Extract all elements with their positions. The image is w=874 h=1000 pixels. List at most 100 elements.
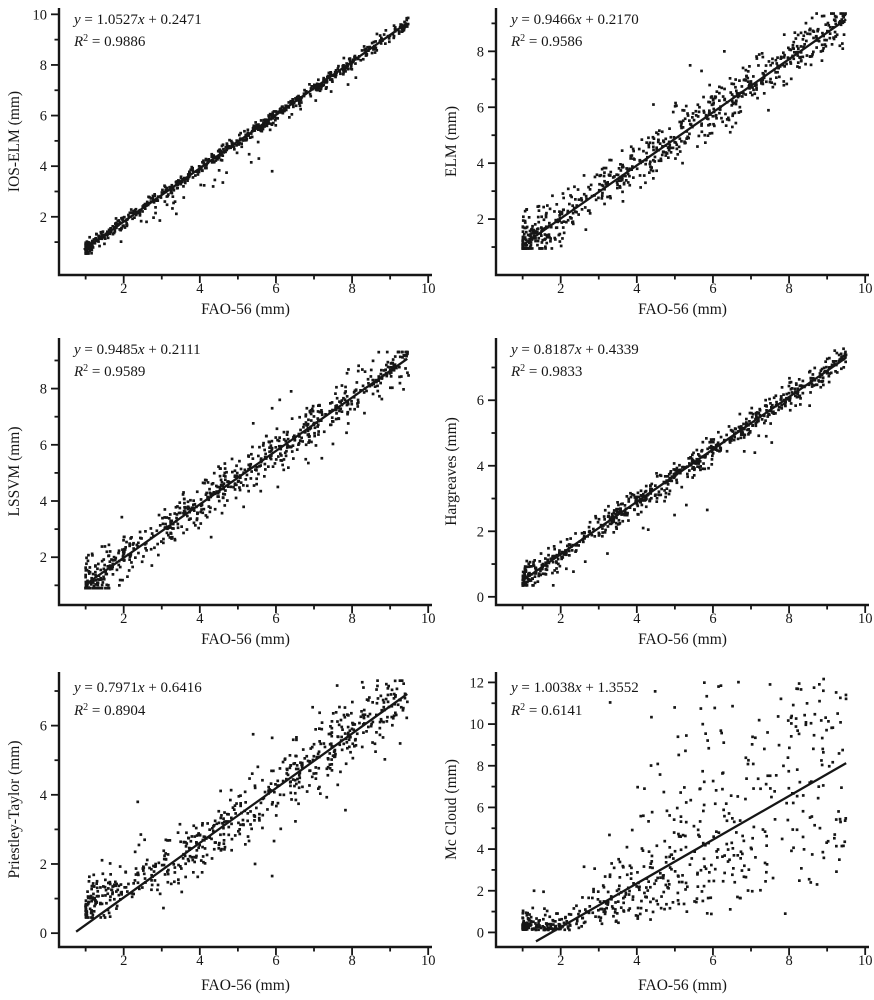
x-tick-label: 10	[858, 953, 873, 969]
equation-label: y = 0.9485x + 0.2111	[72, 342, 201, 358]
y-tick-label: 10	[33, 7, 48, 23]
scatter-points-group	[521, 677, 848, 932]
y-tick-label: 2	[477, 524, 484, 540]
y-axis-label: Priestley-Taylor (mm)	[6, 741, 23, 879]
axis-frame	[494, 338, 869, 607]
x-tick-label: 6	[272, 281, 279, 297]
y-tick-label: 4	[40, 494, 48, 510]
fit-line	[84, 357, 408, 586]
x-tick-label: 10	[858, 611, 873, 627]
equation-label: y = 1.0527x + 0.2471	[72, 12, 202, 28]
x-tick-label: 10	[421, 611, 436, 627]
equation-label: y = 0.9466x + 0.2170	[509, 12, 639, 28]
x-tick-label: 8	[348, 611, 355, 627]
y-tick-label: 0	[40, 926, 47, 942]
fit-line	[521, 18, 847, 247]
r-squared-label: R2 = 0.6141	[510, 702, 582, 719]
x-axis-label: FAO-56 (mm)	[201, 631, 290, 648]
y-axis-label: Hargreaves (mm)	[443, 417, 460, 526]
x-axis-label: FAO-56 (mm)	[201, 301, 290, 318]
axis-frame	[57, 672, 432, 949]
y-tick-label: 6	[477, 393, 484, 409]
y-tick-label: 2	[40, 210, 47, 226]
y-tick-label: 0	[477, 925, 484, 941]
y-tick-label: 2	[40, 550, 47, 566]
y-tick-label: 2	[477, 884, 484, 900]
fit-line	[75, 693, 408, 933]
y-tick-label: 6	[477, 100, 484, 116]
x-tick-label: 4	[633, 953, 641, 969]
y-axis-label: Mc Cloud (mm)	[443, 759, 460, 860]
x-tick-label: 4	[196, 953, 204, 969]
y-tick-label: 4	[40, 788, 48, 804]
y-tick-label: 6	[40, 719, 47, 735]
axis-frame	[57, 8, 432, 277]
r-squared-label: R2 = 0.9589	[73, 363, 145, 380]
scatter-plot-svg: 2 4 6 8 10 0 2 4 6 8 10 12 FAO-56 (mm) Mc Cloud (mm) y…	[443, 672, 873, 994]
scatter-plot-svg: 2 4 6 8 10 2 4 6 8 FAO-56 (mm) ELM (mm) y = 0.9466x…	[443, 8, 873, 318]
y-tick-label: 2	[477, 212, 484, 228]
x-tick-label: 10	[858, 281, 873, 297]
fit-line	[83, 21, 408, 251]
scatter-plot-svg: 2 4 6 8 10 2 4 6 8 FAO-56 (mm) LSSVM (mm) y = 0.948…	[6, 338, 436, 648]
panel-mc-cloud: 2 4 6 8 10 0 2 4 6 8 10 12 FAO-56 (mm) Mc Cloud (mm) y…	[437, 660, 874, 1000]
x-tick-label: 6	[709, 953, 716, 969]
panel-hargreaves: 2 4 6 8 10 0 2 4 6 FAO-56 (mm) Hargreaves (mm) y = …	[437, 330, 874, 660]
fit-line	[535, 762, 847, 943]
axis-frame	[494, 8, 869, 277]
x-tick-label: 6	[709, 281, 716, 297]
x-tick-label: 2	[120, 281, 127, 297]
axis-frame	[57, 338, 432, 607]
x-tick-label: 6	[272, 953, 279, 969]
x-tick-label: 8	[785, 281, 792, 297]
y-tick-label: 2	[40, 857, 47, 873]
y-axis-label: ELM (mm)	[443, 106, 460, 177]
axis-frame	[494, 672, 869, 949]
y-tick-label: 4	[477, 842, 485, 858]
scatter-plot-svg: 2 4 6 8 10 2 4 6 8 10 FAO-56 (mm) IOS-ELM (mm) y = 1…	[6, 7, 436, 318]
x-tick-label: 8	[785, 953, 792, 969]
scatter-plot-svg: 2 4 6 8 10 0 2 4 6 FAO-56 (mm) Hargreaves (mm) y = …	[443, 338, 873, 648]
x-axis-label: FAO-56 (mm)	[201, 977, 290, 994]
y-tick-label: 6	[477, 800, 484, 816]
x-tick-label: 8	[348, 953, 355, 969]
y-tick-label: 6	[40, 109, 47, 125]
r-squared-label: R2 = 0.9886	[73, 33, 146, 50]
r-squared-label: R2 = 0.9833	[510, 363, 582, 380]
y-tick-label: 10	[470, 717, 485, 733]
y-tick-label: 6	[40, 438, 47, 454]
x-tick-label: 2	[557, 953, 564, 969]
x-tick-label: 10	[421, 281, 436, 297]
y-tick-label: 4	[477, 156, 485, 172]
x-tick-label: 10	[421, 953, 436, 969]
x-tick-label: 4	[196, 281, 204, 297]
x-tick-label: 6	[272, 611, 279, 627]
x-tick-label: 4	[196, 611, 204, 627]
y-axis-label: IOS-ELM (mm)	[6, 91, 23, 192]
y-tick-label: 8	[40, 58, 47, 74]
panel-priestley-taylor: 2 4 6 8 10 0 2 4 6 FAO-56 (mm) Priestley-Taylor (m…	[0, 660, 437, 1000]
x-axis-label: FAO-56 (mm)	[638, 301, 727, 318]
x-tick-label: 4	[633, 281, 641, 297]
y-tick-label: 8	[40, 382, 47, 398]
y-tick-label: 8	[477, 759, 484, 775]
x-tick-label: 6	[709, 611, 716, 627]
x-tick-label: 2	[120, 953, 127, 969]
y-tick-label: 4	[477, 459, 485, 475]
scatter-points-group	[521, 347, 848, 587]
r-squared-label: R2 = 0.8904	[73, 702, 146, 719]
y-tick-label: 8	[477, 44, 484, 60]
scatter-plot-svg: 2 4 6 8 10 0 2 4 6 FAO-56 (mm) Priestley-Taylor (m…	[6, 672, 436, 994]
x-tick-label: 8	[785, 611, 792, 627]
r-squared-label: R2 = 0.9586	[510, 33, 583, 50]
equation-label: y = 0.7971x + 0.6416	[72, 680, 202, 696]
x-tick-label: 2	[557, 611, 564, 627]
y-axis-label: LSSVM (mm)	[6, 427, 23, 517]
equation-label: y = 0.8187x + 0.4339	[509, 342, 639, 358]
x-axis-label: FAO-56 (mm)	[638, 977, 727, 994]
panel-lssvm: 2 4 6 8 10 2 4 6 8 FAO-56 (mm) LSSVM (mm) y = 0.948…	[0, 330, 437, 660]
x-tick-label: 2	[557, 281, 564, 297]
panel-ios-elm: 2 4 6 8 10 2 4 6 8 10 FAO-56 (mm) IOS-ELM (mm) y = 1…	[0, 0, 437, 330]
panel-elm: 2 4 6 8 10 2 4 6 8 FAO-56 (mm) ELM (mm) y = 0.9466x…	[437, 0, 874, 330]
